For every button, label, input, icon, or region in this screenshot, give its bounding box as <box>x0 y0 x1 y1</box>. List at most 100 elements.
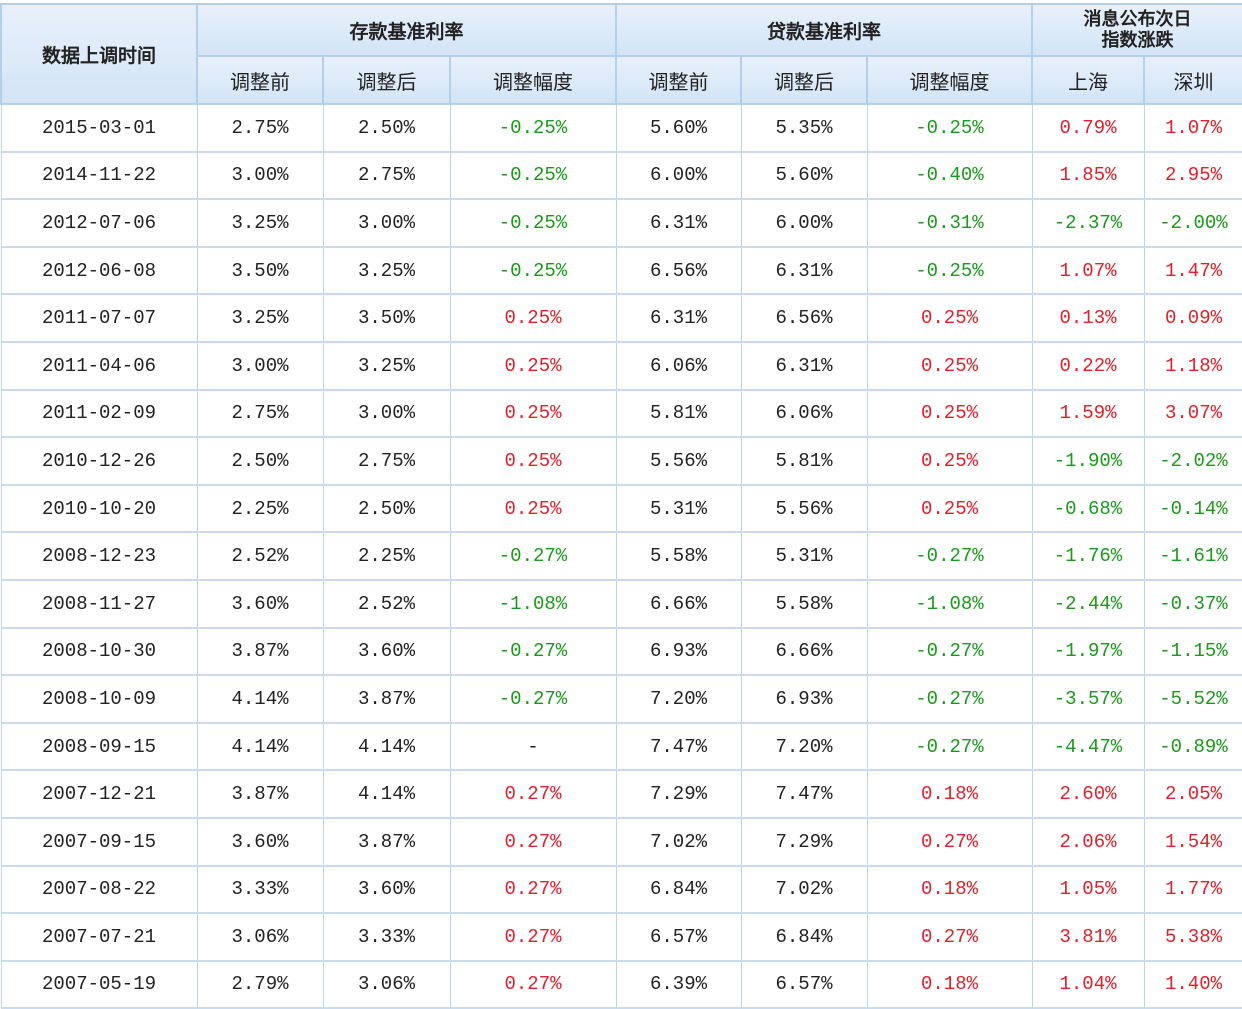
cell-loan-before: 6.00% <box>615 151 742 201</box>
cell-shanghai-change: 0.79% <box>1031 104 1145 153</box>
cell-date: 2007-07-21 <box>0 913 198 962</box>
table-row: 2011-04-06 3.00% 3.25% 0.25% 6.06% 6.31% 0.25%… <box>0 341 1242 391</box>
cell-shenzhen-change: 1.54% <box>1143 817 1242 867</box>
cell-shenzhen-change: -1.61% <box>1143 532 1242 581</box>
cell-loan-before: 6.06% <box>615 341 742 391</box>
header-shenzhen: 深圳 <box>1143 55 1242 105</box>
cell-loan-change: 0.18% <box>866 770 1033 819</box>
cell-deposit-before: 3.87% <box>196 770 324 819</box>
cell-deposit-change: 0.27% <box>449 913 617 962</box>
cell-deposit-change: -0.27% <box>449 675 617 724</box>
cell-shanghai-change: -2.44% <box>1031 579 1145 629</box>
cell-date: 2011-07-07 <box>0 294 198 343</box>
header-loan-rate: 贷款基准利率 <box>615 3 1033 57</box>
cell-shenzhen-change: 3.07% <box>1143 389 1242 439</box>
cell-deposit-change: 0.27% <box>449 817 617 867</box>
cell-deposit-after: 3.60% <box>322 627 451 677</box>
cell-deposit-after: 3.60% <box>322 865 451 915</box>
table-row: 2007-12-21 3.87% 4.14% 0.27% 7.29% 7.47% 0.18%… <box>0 770 1242 819</box>
cell-deposit-before: 3.00% <box>196 341 324 391</box>
cell-shenzhen-change: 1.77% <box>1143 865 1242 915</box>
cell-deposit-change: 0.25% <box>449 341 617 391</box>
cell-loan-change: -0.25% <box>866 246 1033 296</box>
cell-loan-before: 7.02% <box>615 817 742 867</box>
table-row: 2007-07-21 3.06% 3.33% 0.27% 6.57% 6.84% 0.27%… <box>0 913 1242 962</box>
cell-loan-before: 5.81% <box>615 389 742 439</box>
table-row: 2007-08-22 3.33% 3.60% 0.27% 6.84% 7.02% 0.18%… <box>0 865 1242 915</box>
cell-deposit-before: 4.14% <box>196 675 324 724</box>
cell-deposit-change: -0.25% <box>449 199 617 248</box>
cell-deposit-change: 0.25% <box>449 294 617 343</box>
cell-loan-change: 0.25% <box>866 389 1033 439</box>
cell-deposit-before: 3.06% <box>196 913 324 962</box>
cell-deposit-change: -0.25% <box>449 151 617 201</box>
cell-deposit-after: 2.75% <box>322 151 451 201</box>
cell-deposit-before: 2.75% <box>196 104 324 153</box>
cell-loan-change: 0.25% <box>866 294 1033 343</box>
table-row: 2011-07-07 3.25% 3.50% 0.25% 6.31% 6.56% 0.25%… <box>0 294 1242 343</box>
cell-loan-before: 5.60% <box>615 104 742 153</box>
cell-deposit-after: 3.87% <box>322 675 451 724</box>
cell-deposit-after: 2.25% <box>322 532 451 581</box>
cell-loan-after: 5.60% <box>740 151 868 201</box>
cell-deposit-after: 4.14% <box>322 770 451 819</box>
cell-loan-before: 6.56% <box>615 246 742 296</box>
cell-date: 2007-12-21 <box>0 770 198 819</box>
header-deposit-after: 调整后 <box>322 55 451 105</box>
cell-shenzhen-change: 2.05% <box>1143 770 1242 819</box>
cell-loan-before: 6.31% <box>615 199 742 248</box>
cell-date: 2015-03-01 <box>0 104 198 153</box>
table-row: 2007-05-19 2.79% 3.06% 0.27% 6.39% 6.57% 0.18%… <box>0 960 1242 1009</box>
cell-deposit-before: 2.50% <box>196 437 324 486</box>
cell-loan-change: 0.27% <box>866 913 1033 962</box>
table-body: 2015-03-01 2.75% 2.50% -0.25% 5.60% 5.35% -0.2… <box>0 104 1242 1009</box>
cell-date: 2011-02-09 <box>0 389 198 439</box>
cell-deposit-change: 0.25% <box>449 389 617 439</box>
cell-date: 2010-12-26 <box>0 437 198 486</box>
cell-shenzhen-change: 1.18% <box>1143 341 1242 391</box>
cell-loan-change: 0.27% <box>866 817 1033 867</box>
cell-loan-change: 0.25% <box>866 484 1033 534</box>
cell-loan-change: -1.08% <box>866 579 1033 629</box>
cell-shanghai-change: -1.97% <box>1031 627 1145 677</box>
cell-date: 2011-04-06 <box>0 341 198 391</box>
cell-loan-change: -0.27% <box>866 722 1033 772</box>
header-loan-after: 调整后 <box>740 55 868 105</box>
table-row: 2008-12-23 2.52% 2.25% -0.27% 5.58% 5.31% -0.2… <box>0 532 1242 581</box>
table-row: 2015-03-01 2.75% 2.50% -0.25% 5.60% 5.35% -0.2… <box>0 104 1242 153</box>
cell-loan-before: 6.31% <box>615 294 742 343</box>
cell-deposit-before: 3.25% <box>196 199 324 248</box>
cell-shanghai-change: 1.59% <box>1031 389 1145 439</box>
header-deposit-before: 调整前 <box>196 55 324 105</box>
cell-deposit-after: 3.25% <box>322 246 451 296</box>
cell-loan-after: 6.31% <box>740 246 868 296</box>
table-row: 2014-11-22 3.00% 2.75% -0.25% 6.00% 5.60% -0.4… <box>0 151 1242 201</box>
cell-shanghai-change: 2.60% <box>1031 770 1145 819</box>
cell-loan-before: 6.57% <box>615 913 742 962</box>
cell-shanghai-change: 3.81% <box>1031 913 1145 962</box>
cell-shenzhen-change: 0.09% <box>1143 294 1242 343</box>
cell-date: 2012-07-06 <box>0 199 198 248</box>
header-index-line1: 消息公布次日 <box>1083 9 1192 30</box>
cell-deposit-before: 2.25% <box>196 484 324 534</box>
cell-loan-after: 6.00% <box>740 199 868 248</box>
cell-loan-change: -0.40% <box>866 151 1033 201</box>
cell-deposit-before: 3.60% <box>196 579 324 629</box>
cell-deposit-change: -0.27% <box>449 627 617 677</box>
cell-deposit-after: 2.50% <box>322 484 451 534</box>
table-row: 2008-11-27 3.60% 2.52% -1.08% 6.66% 5.58% -1.0… <box>0 579 1242 629</box>
cell-loan-before: 5.58% <box>615 532 742 581</box>
header-loan-change: 调整幅度 <box>866 55 1033 105</box>
cell-shenzhen-change: 2.95% <box>1143 151 1242 201</box>
cell-date: 2010-10-20 <box>0 484 198 534</box>
table-row: 2010-12-26 2.50% 2.75% 0.25% 5.56% 5.81% 0.25%… <box>0 437 1242 486</box>
cell-date: 2007-08-22 <box>0 865 198 915</box>
cell-loan-before: 6.39% <box>615 960 742 1009</box>
cell-deposit-after: 2.75% <box>322 437 451 486</box>
cell-deposit-before: 3.50% <box>196 246 324 296</box>
cell-loan-after: 5.56% <box>740 484 868 534</box>
cell-loan-before: 6.93% <box>615 627 742 677</box>
cell-shenzhen-change: 1.47% <box>1143 246 1242 296</box>
table-row: 2007-09-15 3.60% 3.87% 0.27% 7.02% 7.29% 0.27%… <box>0 817 1242 867</box>
cell-loan-after: 6.56% <box>740 294 868 343</box>
